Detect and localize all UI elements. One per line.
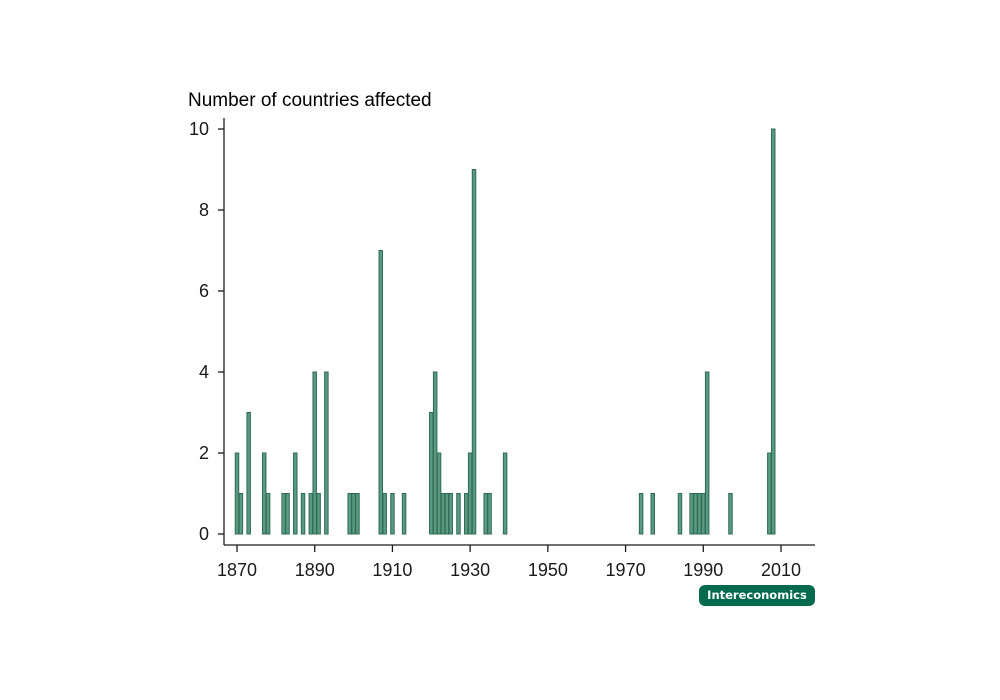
bar-2008	[770, 128, 776, 535]
x-tick-label: 1890	[295, 560, 335, 580]
bar-1923	[440, 493, 446, 535]
bar-1925	[448, 493, 453, 535]
bar-1873	[246, 412, 251, 535]
bar-1939	[502, 452, 508, 535]
x-axis-ticks: 1870 1890 1910 1930 1950 1970 1990 2010	[217, 545, 801, 580]
x-tick-label: 2010	[761, 560, 801, 580]
bar-1901	[355, 493, 360, 535]
bar-1988	[693, 493, 698, 535]
bar-1920	[429, 412, 434, 535]
bar-1900	[351, 493, 356, 535]
bar-1913	[401, 493, 407, 535]
y-tick-label: 4	[199, 362, 209, 382]
bar-1871	[238, 493, 244, 535]
bar-1883	[285, 493, 290, 535]
bar-1908	[382, 493, 387, 535]
bar-1910	[390, 493, 395, 535]
x-tick-label: 1870	[217, 560, 257, 580]
y-tick-label: 2	[199, 443, 209, 463]
bar-1987	[689, 493, 694, 535]
bar-1934	[483, 493, 488, 535]
x-tick-label: 1950	[528, 560, 568, 580]
x-tick-label: 1970	[606, 560, 646, 580]
bar-1991	[704, 371, 710, 535]
y-tick-label: 8	[199, 200, 209, 220]
bar-1870	[234, 452, 240, 535]
bar-1930	[467, 452, 473, 535]
bar-1997	[728, 493, 733, 535]
bar-1922	[436, 452, 442, 535]
x-tick-label: 1930	[450, 560, 490, 580]
y-axis-label: Number of countries affected	[188, 90, 432, 111]
bar-1885	[293, 452, 298, 535]
bar-1984	[677, 493, 683, 535]
bar-1882	[281, 493, 286, 535]
bar-2007	[767, 452, 772, 535]
bar-1893	[324, 371, 329, 535]
bar-1878	[265, 493, 271, 535]
bar-1989	[697, 493, 702, 535]
bar-1921	[432, 371, 438, 535]
bar-1887	[300, 493, 306, 535]
x-tick-label: 1990	[683, 560, 723, 580]
bar-1977	[650, 493, 656, 535]
bar-1889	[308, 493, 314, 535]
y-tick-label: 10	[189, 119, 209, 139]
y-axis-ticks: 0 2 4 6 8 10	[189, 119, 224, 544]
y-tick-label: 0	[199, 524, 209, 544]
bar-1974	[638, 493, 644, 535]
bar-1899	[347, 493, 352, 535]
bar-1931	[471, 169, 477, 535]
bar-1907	[378, 250, 384, 535]
bar-series	[234, 128, 776, 535]
bar-1927	[456, 493, 461, 535]
bar-1891	[316, 493, 321, 535]
bar-1990	[701, 493, 706, 535]
bar-1890	[312, 371, 317, 535]
bar-1929	[464, 493, 469, 535]
bar-1877	[261, 452, 267, 535]
intereconomics-logo: Intereconomics	[699, 585, 815, 606]
y-tick-label: 6	[199, 281, 209, 301]
bar-1924	[444, 493, 450, 535]
x-tick-label: 1910	[372, 560, 412, 580]
bar-1935	[487, 493, 492, 535]
